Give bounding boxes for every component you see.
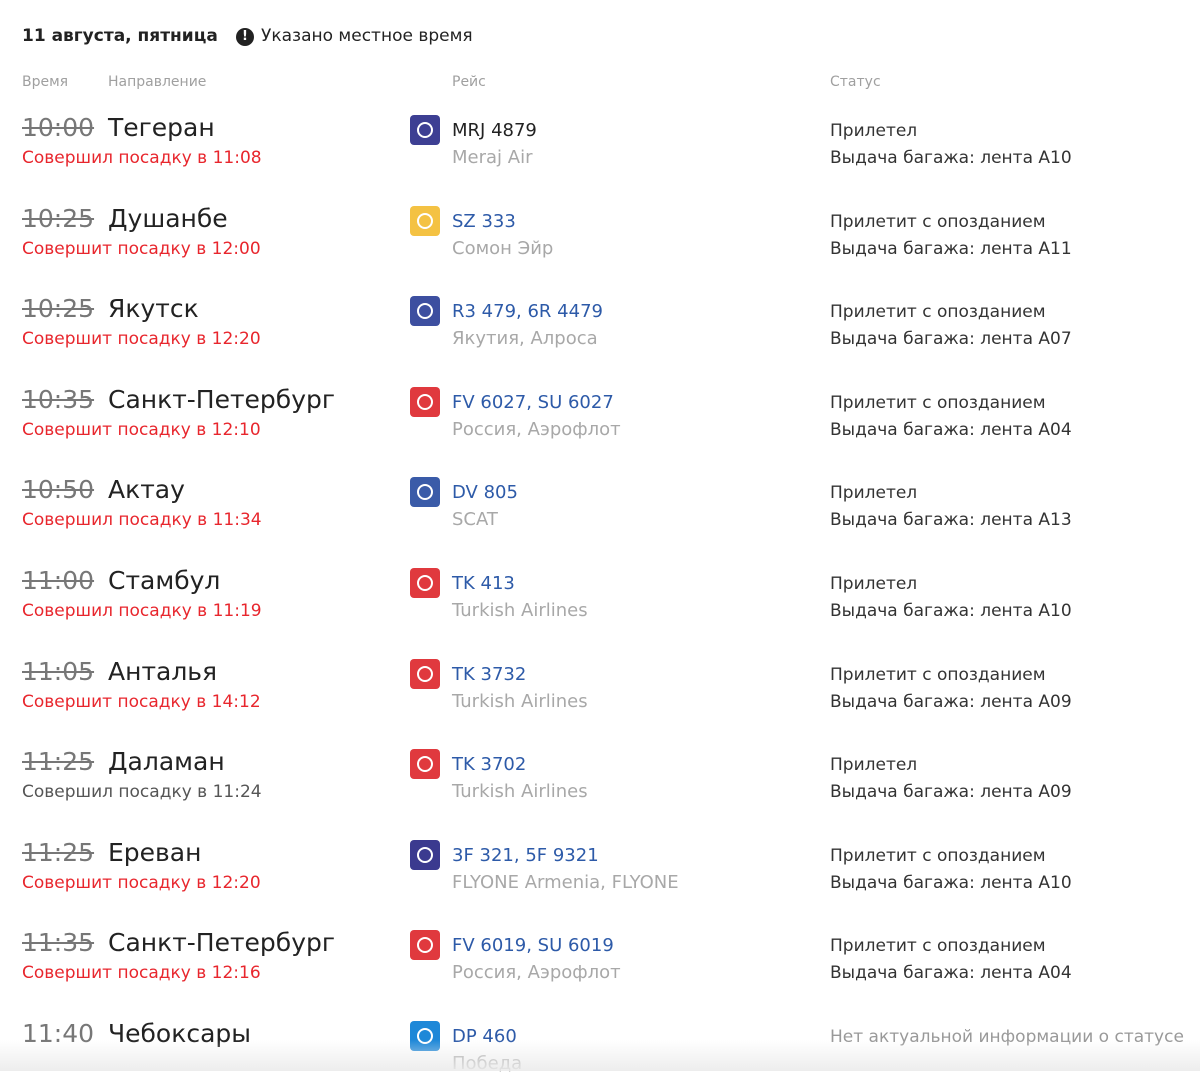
baggage: Выдача багажа: лента A11: [830, 238, 1072, 259]
baggage: Выдача багажа: лента A13: [830, 510, 1072, 531]
landing-time: Совершил посадку в 11:08: [22, 148, 262, 168]
status: Прилетел: [830, 121, 918, 141]
landing-time: Совершит посадку в 12:16: [22, 963, 261, 984]
date: 11 августа, пятница: [22, 26, 218, 46]
baggage: Выдача багажа: лента A10: [830, 601, 1072, 621]
city[interactable]: Стамбул: [108, 566, 221, 595]
status: Прилетит с опозданием: [830, 936, 1046, 957]
airline-name: Turkish Airlines: [452, 781, 588, 803]
airline-name: Россия, Аэрофлот: [452, 418, 621, 440]
scheduled-time: 11:25: [22, 747, 95, 777]
scheduled-time: 11:05: [22, 656, 95, 686]
landing-time: Совершит посадку в 14:12: [22, 691, 261, 712]
col-status: Статус: [830, 74, 881, 90]
flight-number[interactable]: FV 6027, SU 6027: [452, 391, 614, 413]
airline-name: FLYONE Armenia, FLYONE: [452, 871, 679, 893]
airline-logo: [410, 930, 440, 961]
city[interactable]: Тегеран: [108, 113, 215, 142]
status: Прилетел: [830, 574, 918, 594]
status: Прилетел: [830, 755, 918, 776]
airline-name: Якутия, Алроса: [452, 328, 598, 350]
flight-number[interactable]: DV 805: [452, 482, 518, 504]
landing-time: Совершил посадку в 11:24: [22, 782, 262, 803]
city[interactable]: Душанбе: [108, 203, 228, 233]
baggage: Выдача багажа: лента A04: [830, 419, 1072, 440]
baggage: Выдача багажа: лента A07: [830, 329, 1072, 350]
col-flight: Рейс: [452, 74, 486, 90]
flight-number[interactable]: R3 479, 6R 4479: [452, 301, 603, 323]
flight-number[interactable]: TK 3732: [452, 663, 527, 685]
flight-number[interactable]: TK 413: [452, 573, 515, 594]
scheduled-time: 11:00: [22, 566, 95, 595]
city[interactable]: Ереван: [108, 837, 202, 867]
scheduled-time: 10:25: [22, 294, 95, 324]
scheduled-time: 10:35: [22, 384, 95, 414]
landing-time: Совершил посадку в 11:19: [22, 601, 262, 621]
status: Прилетит с опозданием: [830, 845, 1046, 866]
status: Прилетит с опозданием: [830, 392, 1046, 413]
landing-time: Совершит посадку в 12:20: [22, 329, 261, 350]
city[interactable]: Даламан: [108, 747, 225, 777]
time-note: Указано местное время: [261, 26, 473, 46]
scheduled-time: 10:00: [22, 113, 95, 142]
status: Прилетел: [830, 483, 918, 504]
scheduled-time: 11:25: [22, 837, 95, 867]
airline-name: SCAT: [452, 509, 498, 531]
airline-name: Turkish Airlines: [452, 600, 588, 621]
airline-logo: [410, 296, 440, 327]
landing-time: Совершит посадку в 12:10: [22, 419, 261, 440]
status: Прилетит с опозданием: [830, 211, 1046, 232]
baggage: Выдача багажа: лента A04: [830, 963, 1072, 984]
city[interactable]: Санкт-Петербург: [108, 928, 336, 958]
status: Прилетит с опозданием: [830, 664, 1046, 685]
city[interactable]: Санкт-Петербург: [108, 384, 336, 414]
airline-logo: [410, 386, 440, 417]
city[interactable]: Якутск: [108, 294, 199, 324]
landing-time: Совершит посадку в 12:20: [22, 872, 261, 893]
flight-number[interactable]: FV 6019, SU 6019: [452, 935, 614, 957]
city[interactable]: Актау: [108, 475, 185, 505]
flight-number[interactable]: SZ 333: [452, 210, 516, 232]
airline-name: Meraj Air: [452, 147, 533, 168]
airline-logo: [410, 839, 440, 870]
baggage: Выдача багажа: лента A10: [830, 148, 1072, 168]
scheduled-time: 11:35: [22, 928, 95, 958]
col-direction: Направление: [108, 74, 207, 90]
bottom-fade: [0, 1040, 1200, 1071]
airline-logo: [410, 568, 440, 598]
airline-logo: [410, 205, 440, 236]
airline-name: Сомон Эйр: [452, 237, 554, 259]
baggage: Выдача багажа: лента A09: [830, 782, 1072, 803]
flight-number[interactable]: 3F 321, 5F 9321: [452, 844, 599, 866]
landing-time: Совершит посадку в 12:00: [22, 238, 261, 259]
baggage: Выдача багажа: лента A10: [830, 872, 1072, 893]
airline-name: Turkish Airlines: [452, 690, 588, 712]
col-time: Время: [22, 74, 69, 90]
airline-logo: [410, 115, 440, 145]
baggage: Выдача багажа: лента A09: [830, 691, 1072, 712]
info-icon: !: [236, 28, 254, 46]
status: Прилетит с опозданием: [830, 302, 1046, 323]
landing-time: Совершил посадку в 11:34: [22, 510, 262, 531]
flight-number: MRJ 4879: [452, 120, 537, 141]
scheduled-time: 10:25: [22, 203, 95, 233]
airline-logo: [410, 658, 440, 689]
airline-logo: [410, 749, 440, 780]
scheduled-time: 10:50: [22, 475, 95, 505]
city[interactable]: Анталья: [108, 656, 218, 686]
airline-name: Россия, Аэрофлот: [452, 962, 621, 984]
airline-logo: [410, 477, 440, 508]
flight-number[interactable]: TK 3702: [452, 754, 527, 776]
